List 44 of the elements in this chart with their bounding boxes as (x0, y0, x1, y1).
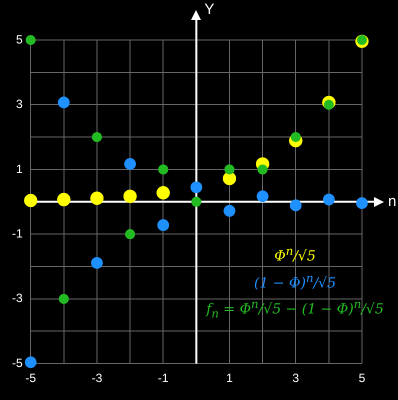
point (157, 219, 169, 231)
x-tick-label: 1 (226, 371, 234, 386)
x-tick-label: 3 (292, 371, 300, 386)
y-axis-title: Y (204, 1, 214, 18)
y-tick-label: -3 (12, 291, 23, 306)
point (290, 200, 302, 212)
point (123, 190, 137, 203)
y-tick-label: -5 (12, 356, 23, 370)
point (324, 100, 334, 110)
point (57, 192, 70, 206)
point (158, 164, 168, 174)
x-axis-title: n (388, 192, 396, 210)
x-tick-label: -3 (92, 371, 103, 386)
point (124, 158, 136, 170)
point (125, 229, 136, 240)
y-tick-label: 1 (16, 162, 23, 176)
x-tick-label: -5 (25, 371, 36, 386)
y-tick-label: 5 (16, 32, 23, 46)
point (90, 192, 104, 205)
point (356, 197, 368, 209)
point (24, 356, 36, 368)
x-tick-label: 5 (358, 371, 366, 386)
point (58, 294, 69, 304)
point (191, 196, 202, 207)
point (323, 194, 335, 206)
point (91, 257, 103, 269)
point (290, 132, 301, 142)
point (224, 164, 234, 174)
point (258, 164, 268, 174)
point (26, 35, 36, 45)
point (58, 96, 70, 108)
y-tick-label: 3 (16, 97, 23, 112)
point (256, 190, 268, 202)
text: Φ$^{n}$/√5 (273, 244, 317, 265)
text: f$_{n}$ = Φ$^{n}$/√5 − (1 − Φ)$^{n}$/√5 (204, 297, 385, 321)
point (156, 186, 170, 200)
text: (1 − Φ)$^{n}$/√5 (252, 270, 337, 292)
point (222, 172, 236, 186)
x-tick-label: -1 (158, 371, 169, 386)
point (92, 132, 102, 142)
point (224, 205, 236, 217)
point (190, 181, 202, 194)
point (24, 194, 38, 208)
y-tick-label: -1 (12, 226, 23, 240)
